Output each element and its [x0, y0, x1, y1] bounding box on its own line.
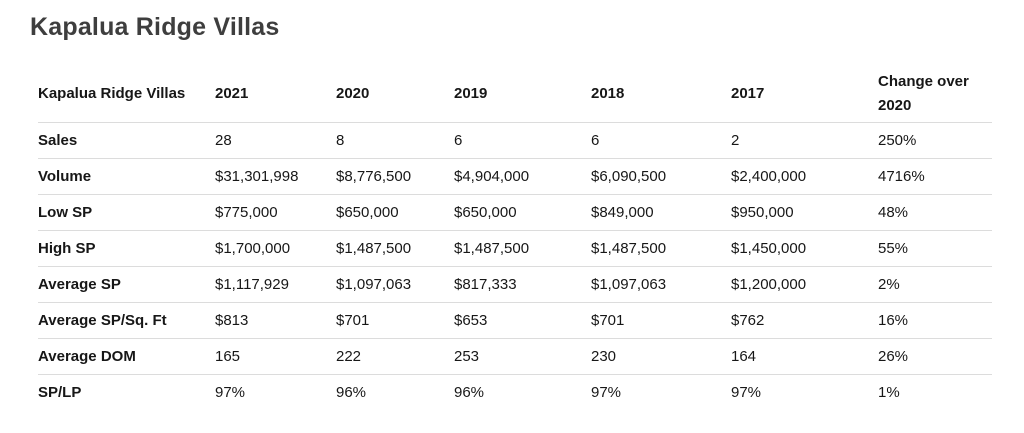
data-cell: $1,487,500	[336, 230, 454, 267]
row-label-cell: Average SP	[38, 266, 215, 303]
column-header: Kapalua Ridge Villas	[38, 65, 215, 123]
data-cell: 28	[215, 122, 336, 159]
data-cell: 6	[454, 122, 591, 159]
data-cell: 96%	[336, 384, 367, 401]
data-cell: 253	[454, 338, 591, 375]
data-cell: $1,200,000	[731, 266, 878, 303]
data-cell: 96%	[454, 384, 485, 401]
table-body: Sales 28 8 6 6 2 250% Volume $31,301,998 $8,776,5…	[38, 122, 992, 410]
data-cell: 16%	[878, 302, 992, 339]
table-row: SP/LP 97% 96% 96% 97% 97% 1%	[38, 374, 992, 410]
row-label-cell: Average DOM	[38, 338, 215, 375]
data-cell: 250%	[878, 122, 992, 159]
row-label-cell: High SP	[38, 230, 215, 267]
data-cell: $650,000	[336, 194, 454, 231]
data-cell: $1,117,929	[215, 266, 336, 303]
data-cell: 97%	[215, 384, 246, 401]
data-cell: $4,904,000	[454, 158, 591, 195]
data-cell: $817,333	[454, 266, 591, 303]
data-cell: $950,000	[731, 194, 878, 231]
row-label-cell: Volume	[38, 158, 215, 195]
column-header: 2017	[731, 65, 878, 123]
data-cell: 164	[731, 338, 878, 375]
data-cell: 6	[591, 122, 731, 159]
data-cell: $1,700,000	[215, 230, 336, 267]
data-cell: $31,301,998	[215, 158, 336, 195]
data-cell: $8,776,500	[336, 158, 454, 195]
data-cell: $849,000	[591, 194, 731, 231]
data-cell: 26%	[878, 338, 992, 375]
data-cell: 97%	[731, 384, 762, 401]
data-cell: 97%	[591, 384, 622, 401]
data-cell: 55%	[878, 230, 992, 267]
column-header: 2021	[215, 65, 336, 123]
data-cell: $701	[591, 302, 731, 339]
data-cell: 222	[336, 338, 454, 375]
data-cell: 48%	[878, 194, 992, 231]
data-cell: 4716%	[878, 158, 992, 195]
table-row: Average SP $1,117,929 $1,097,063 $817,333 $1…	[38, 266, 992, 303]
page-title: Kapalua Ridge Villas	[30, 13, 280, 41]
data-cell: 165	[215, 338, 336, 375]
table-row: Volume $31,301,998 $8,776,500 $4,904,000 $6,…	[38, 158, 992, 195]
column-header: 2018	[591, 65, 731, 123]
data-cell: $653	[454, 302, 591, 339]
data-cell: 8	[336, 122, 454, 159]
table-row: Sales 28 8 6 6 2 250%	[38, 122, 992, 159]
data-cell: $1,487,500	[454, 230, 591, 267]
row-label-cell: Sales	[38, 122, 215, 159]
table-row: Average SP/Sq. Ft $813 $701 $653 $701 $762 16%	[38, 302, 992, 339]
table-row: High SP $1,700,000 $1,487,500 $1,487,500 $1,…	[38, 230, 992, 267]
table-header-row: Kapalua Ridge Villas 2021 2020 2019 2018 2017…	[38, 65, 992, 123]
data-cell: $1,097,063	[591, 266, 731, 303]
row-label-cell: Average SP/Sq. Ft	[38, 302, 215, 339]
data-cell: $775,000	[215, 194, 336, 231]
data-cell: $1,097,063	[336, 266, 454, 303]
data-cell: 2	[731, 122, 878, 159]
column-header: Change over 2020	[878, 65, 992, 123]
data-cell: 230	[591, 338, 731, 375]
data-cell: $6,090,500	[591, 158, 731, 195]
stats-table: Kapalua Ridge Villas 2021 2020 2019 2018 2017…	[38, 65, 992, 410]
column-header: 2020	[336, 65, 454, 123]
table-row: Low SP $775,000 $650,000 $650,000 $849,000 $9…	[38, 194, 992, 231]
row-label-cell: Low SP	[38, 194, 215, 231]
table-header: Kapalua Ridge Villas 2021 2020 2019 2018 2017…	[38, 65, 992, 123]
data-cell: $650,000	[454, 194, 591, 231]
data-cell: $1,450,000	[731, 230, 878, 267]
data-cell: $701	[336, 302, 454, 339]
data-cell: 1%	[878, 384, 900, 401]
data-cell: $2,400,000	[731, 158, 878, 195]
data-cell: $1,487,500	[591, 230, 731, 267]
table-row: Average DOM 165 222 253 230 164 26%	[38, 338, 992, 375]
data-cell: 2%	[878, 266, 992, 303]
column-header: 2019	[454, 65, 591, 123]
data-cell: $762	[731, 302, 878, 339]
row-label-cell: SP/LP	[38, 384, 82, 401]
data-cell: $813	[215, 302, 336, 339]
